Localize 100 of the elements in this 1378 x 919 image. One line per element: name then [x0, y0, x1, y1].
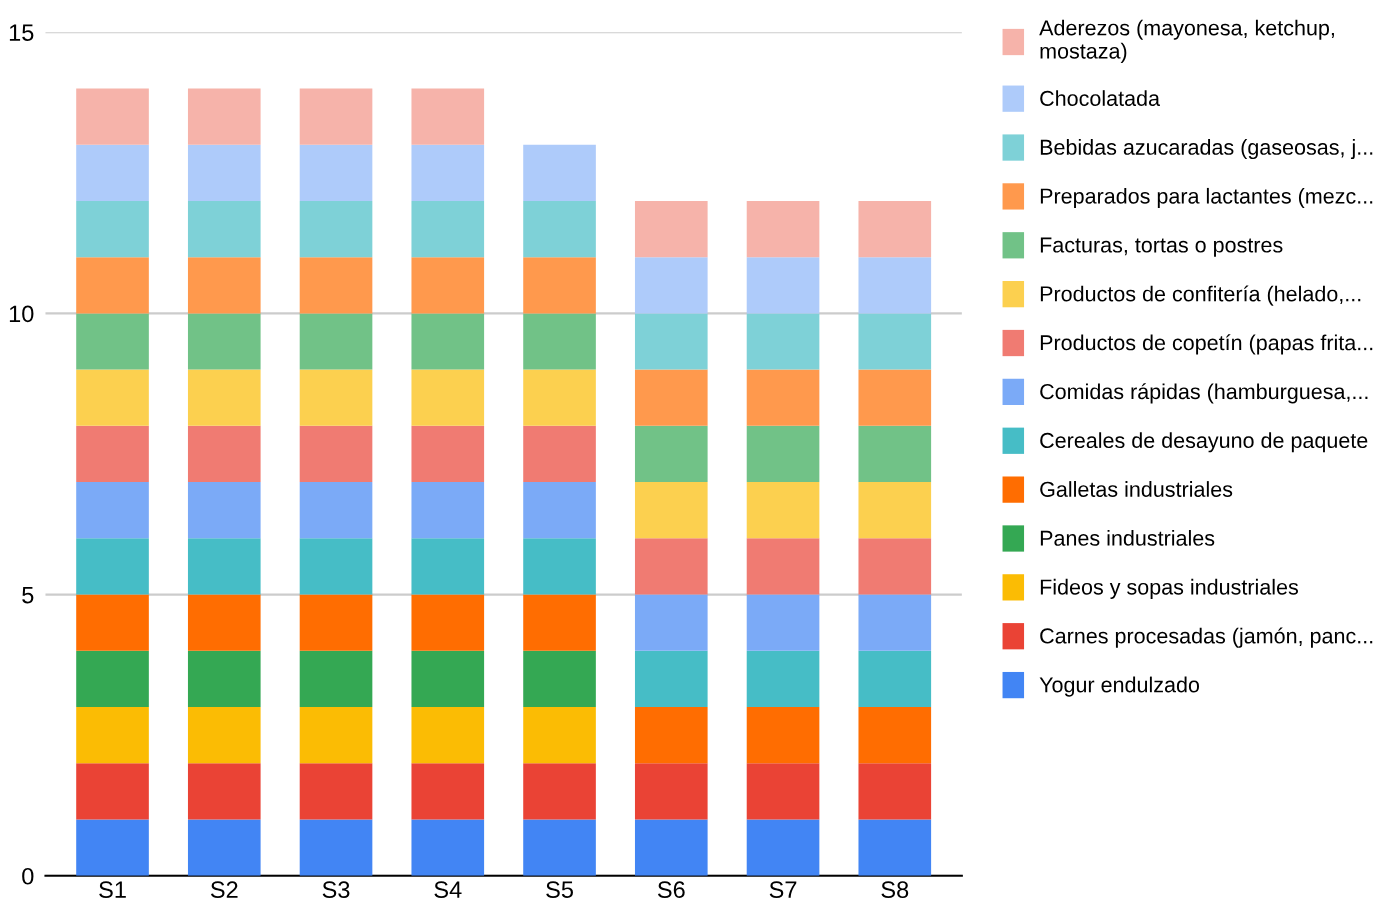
bar [746, 313, 820, 370]
bar [299, 482, 373, 539]
bar [523, 594, 596, 651]
bar [746, 594, 820, 651]
bar [299, 650, 373, 708]
legend-label: Comidas rápidas (hamburguesa,... [1040, 383, 1368, 404]
bar [299, 200, 373, 258]
bar [746, 763, 820, 820]
bar [76, 257, 149, 314]
x-tick-label: S2 [210, 881, 238, 899]
bar [746, 819, 820, 876]
x-tick-label: S6 [657, 881, 685, 899]
bar [523, 707, 596, 764]
bar [634, 482, 708, 539]
legend-label: Carnes procesadas (jamón, panc... [1040, 627, 1373, 648]
y-tick-label: 10 [9, 305, 34, 323]
bar [76, 763, 149, 820]
bar [634, 707, 708, 764]
bar [76, 707, 149, 764]
legend-label: Bebidas azucaradas (gaseosas, j... [1040, 139, 1373, 160]
bar [858, 313, 932, 370]
bar [299, 425, 373, 483]
bar [858, 425, 932, 483]
bar [76, 482, 149, 539]
bar [187, 200, 261, 258]
bar [76, 88, 149, 145]
legend-label: Fideos y sopas industriales [1040, 578, 1299, 599]
x-tick-label: S5 [546, 881, 573, 899]
bar [299, 763, 373, 820]
bar [187, 313, 261, 370]
bar [523, 257, 596, 314]
bar [299, 88, 373, 145]
bar [523, 819, 596, 876]
bar [411, 88, 485, 145]
legend-label: Productos de copetín (papas frita... [1040, 334, 1373, 355]
bar [858, 819, 932, 876]
bar [634, 257, 708, 314]
bar [634, 650, 708, 708]
bar [299, 819, 373, 876]
bar [187, 88, 261, 145]
bar [523, 763, 596, 820]
bar [76, 425, 149, 483]
legend-label: Chocolatada [1040, 90, 1161, 106]
bar [858, 538, 932, 595]
bar [746, 707, 820, 764]
bar [746, 650, 820, 708]
y-tick-label: 5 [22, 586, 34, 604]
bar [76, 538, 149, 595]
bar [858, 200, 932, 258]
bar [858, 482, 932, 539]
bar [299, 707, 373, 764]
bar [411, 594, 485, 651]
bar [523, 200, 596, 258]
legend-label: Cereales de desayuno de paquete [1040, 432, 1368, 453]
bar [411, 650, 485, 708]
bar [299, 538, 373, 595]
legend-label: Galletas industriales [1040, 481, 1233, 497]
bar [523, 538, 596, 595]
x-tick-label: S8 [881, 881, 909, 899]
bar [634, 538, 708, 595]
bar [299, 144, 373, 201]
bar [187, 369, 261, 426]
x-tick-label: S4 [434, 881, 462, 899]
legend-label: Facturas, tortas o postres [1040, 237, 1283, 257]
bar [858, 650, 932, 708]
bar [187, 763, 261, 820]
bar [187, 257, 261, 314]
bar [523, 650, 596, 708]
bar [634, 313, 708, 370]
bar [411, 257, 485, 314]
bar [76, 369, 149, 426]
bar [634, 819, 708, 876]
bar [76, 819, 149, 876]
bar [523, 482, 596, 539]
bar [187, 482, 261, 539]
bar [523, 425, 596, 483]
x-tick-label: S3 [322, 881, 350, 899]
bar [76, 594, 149, 651]
bar [76, 313, 149, 370]
bar [858, 594, 932, 651]
legend-label: Preparados para lactantes (mezc... [1040, 187, 1373, 208]
bar [523, 144, 596, 201]
bar [411, 200, 485, 258]
bar [411, 369, 485, 426]
bar [187, 594, 261, 651]
bar [411, 707, 485, 764]
bar [634, 369, 708, 426]
legend-label: Yogur endulzado [1039, 676, 1200, 697]
bar [187, 425, 261, 483]
bar [634, 594, 708, 651]
bar [411, 763, 485, 820]
bar [299, 313, 373, 370]
bar [187, 144, 261, 201]
bar [411, 425, 485, 483]
bar [746, 257, 820, 314]
bar [746, 369, 820, 426]
bar [187, 650, 261, 708]
y-tick-label: 15 [9, 24, 34, 41]
bar [299, 369, 373, 426]
bar [858, 257, 932, 314]
